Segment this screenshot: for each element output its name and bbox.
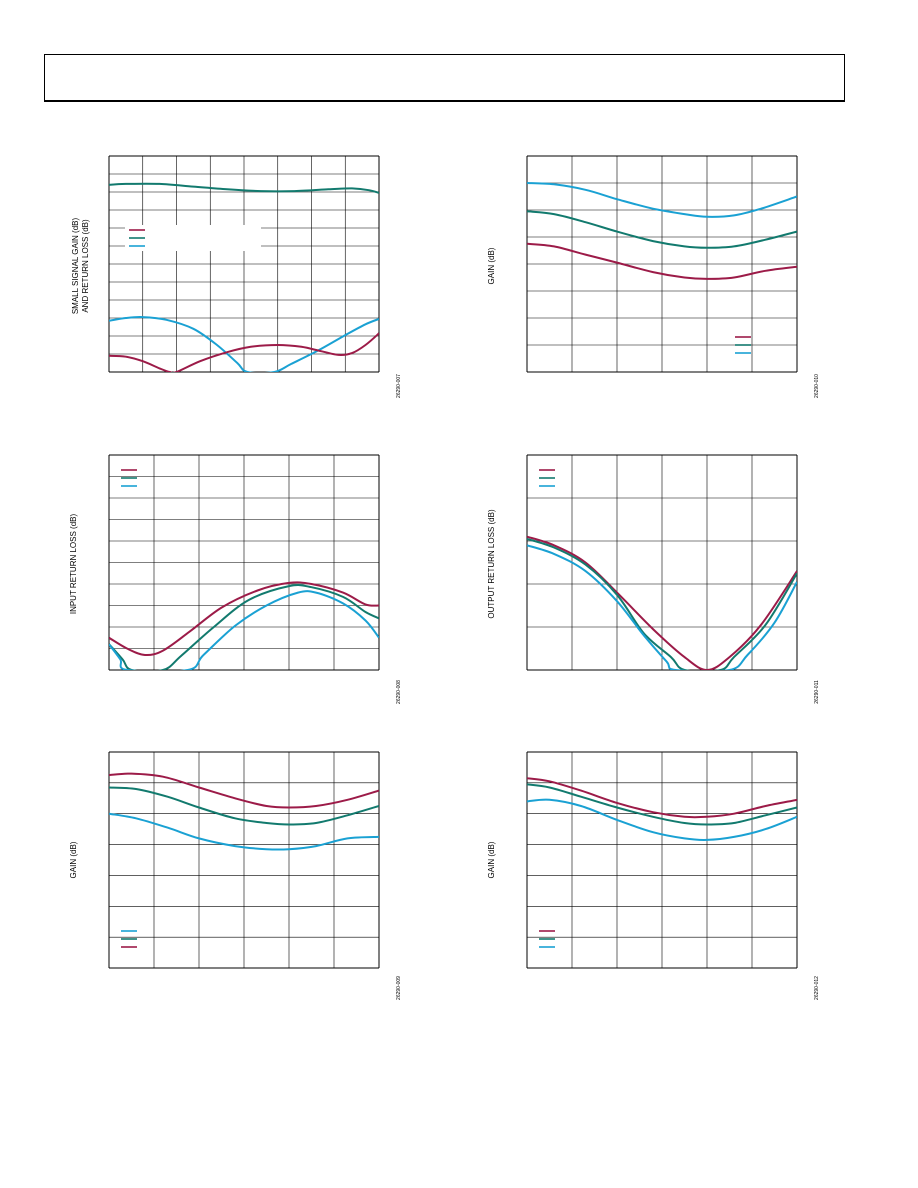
chart1-series-blue [109, 316, 379, 372]
chart1-series-teal [109, 182, 379, 194]
chart4-series-teal [527, 537, 797, 670]
chart2-ylabel: GAIN (dB) [487, 247, 496, 284]
chart4-series-red [527, 535, 797, 670]
chart6: GAIN (dB) 26290-012 [487, 751, 820, 1000]
chart5-series-red [109, 772, 379, 809]
chart5-grid [108, 751, 380, 969]
chart5-ylabel: GAIN (dB) [69, 841, 78, 878]
chart4-ylabel: OUTPUT RETURN LOSS (dB) [487, 509, 496, 619]
page-header-box [44, 54, 845, 102]
chart3: INPUT RETURN LOSS (dB) 26290-008 [69, 454, 402, 704]
chart1-legend-box [125, 225, 261, 251]
chart6-grid [526, 751, 798, 969]
chart1-grid [108, 155, 380, 373]
chart3-ylabel: INPUT RETURN LOSS (dB) [69, 514, 78, 615]
chart1-figure-id: 26290-007 [396, 374, 402, 398]
chart3-series-red [109, 581, 379, 657]
chart6-series-teal [527, 783, 797, 826]
chart4: OUTPUT RETURN LOSS (dB) 26290-011 [487, 454, 820, 704]
chart1: SMALL SIGNAL GAIN (dB) AND RETURN LOSS (… [71, 155, 402, 398]
chart5-series-blue [109, 812, 379, 851]
chart3-series-blue [109, 590, 379, 670]
chart4-figure-id: 26290-011 [814, 680, 820, 704]
chart2-grid [526, 155, 798, 373]
chart1-ylabel-line1: SMALL SIGNAL GAIN (dB) [71, 218, 80, 315]
chart2: GAIN (dB) 26290-010 [487, 155, 820, 398]
chart5-series-teal [109, 786, 379, 826]
chart1-series-red [109, 332, 379, 372]
chart2-series-blue [527, 182, 797, 218]
chart6-series-red [527, 777, 797, 819]
chart3-grid [108, 454, 380, 671]
chart6-figure-id: 26290-012 [814, 976, 820, 1000]
chart6-ylabel: GAIN (dB) [487, 841, 496, 878]
chart1-ylabel-line2: AND RETURN LOSS (dB) [81, 219, 90, 313]
chart5-figure-id: 26290-009 [396, 976, 402, 1000]
chart6-series-blue [527, 798, 797, 841]
chart3-figure-id: 26290-008 [396, 680, 402, 704]
chart2-series-teal [527, 210, 797, 249]
chart4-series-blue [527, 544, 797, 670]
chart2-figure-id: 26290-010 [814, 374, 820, 398]
chart2-series-red [527, 242, 797, 280]
chart5: GAIN (dB) 26290-009 [69, 751, 402, 1000]
